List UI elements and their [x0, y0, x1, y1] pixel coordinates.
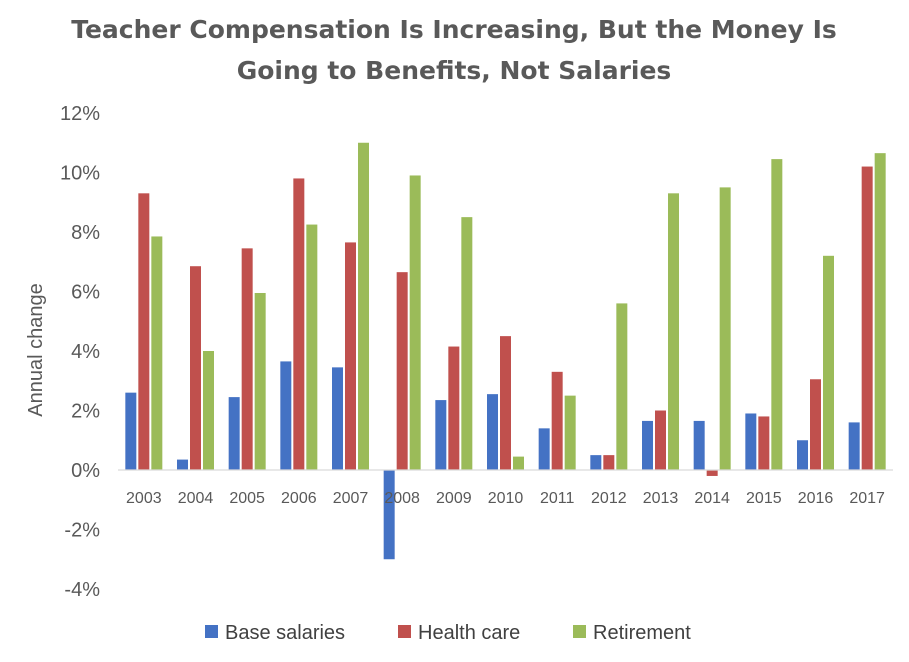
y-tick-label: 4%: [71, 341, 100, 363]
bar-health-care-2005: [241, 248, 253, 470]
bar-health-care-2010: [500, 336, 511, 471]
bar-retirement-2008: [409, 175, 421, 470]
bar-retirement-2003: [151, 236, 163, 470]
bar-health-care-2012: [603, 455, 615, 471]
x-tick-label: 2005: [229, 490, 265, 507]
x-tick-label: 2012: [591, 490, 627, 507]
bar-health-care-2016: [810, 379, 821, 470]
y-axis-label: Annual change: [25, 283, 47, 416]
chart-title: Teacher Compensation Is Increasing, But …: [71, 15, 837, 85]
y-tick-label: 6%: [71, 282, 100, 304]
bar-base-salaries-2014: [693, 420, 705, 470]
bar-base-salaries-2004: [177, 459, 188, 470]
x-axis-ticks: 2003 2004 2005 2006 2007 2008 2009 2010 2011 2012…: [126, 490, 885, 507]
x-tick-label: 2017: [849, 490, 885, 507]
y-tick-label: -4%: [64, 579, 100, 601]
bar-base-salaries-2006: [280, 361, 292, 470]
bar-retirement-2007: [358, 142, 369, 470]
y-tick-label: 10%: [60, 163, 100, 185]
x-tick-label: 2010: [488, 490, 524, 507]
bar-health-care-2009: [448, 346, 460, 470]
bar-base-salaries-2011: [538, 428, 550, 470]
chart-title-line-2: Going to Benefits, Not Salaries: [237, 56, 672, 85]
legend-label-health-care: Health care: [418, 622, 520, 644]
x-tick-label: 2007: [333, 490, 369, 507]
bar-retirement-2013: [668, 193, 679, 470]
x-tick-label: 2004: [178, 490, 214, 507]
bar-health-care-2006: [293, 178, 305, 470]
legend-swatch-health-care: [398, 625, 411, 638]
x-tick-label: 2016: [798, 490, 834, 507]
y-tick-label: 0%: [71, 460, 100, 482]
bar-retirement-2014: [719, 187, 731, 471]
bar-health-care-2004: [190, 266, 201, 470]
bar-marks: [125, 142, 886, 560]
bar-retirement-2011: [564, 395, 576, 471]
legend-label-base-salaries: Base salaries: [225, 622, 345, 644]
bar-retirement-2010: [513, 456, 524, 470]
x-tick-label: 2009: [436, 490, 472, 507]
bar-base-salaries-2017: [848, 422, 860, 470]
bar-health-care-2015: [758, 416, 770, 470]
bar-retirement-2016: [823, 255, 834, 470]
bar-base-salaries-2016: [797, 440, 808, 470]
bar-retirement-2006: [306, 224, 318, 470]
bar-base-salaries-2005: [228, 397, 240, 470]
bar-retirement-2012: [616, 303, 628, 470]
y-tick-label: 8%: [71, 222, 100, 244]
bar-base-salaries-2015: [745, 413, 757, 470]
y-tick-label: 2%: [71, 401, 100, 423]
bar-base-salaries-2008: [383, 470, 395, 560]
x-tick-label: 2006: [281, 490, 317, 507]
legend-swatch-base-salaries: [205, 625, 218, 638]
bar-health-care-2003: [138, 193, 150, 470]
bar-base-salaries-2012: [590, 455, 602, 471]
y-tick-label: -2%: [64, 520, 100, 542]
x-tick-label: 2003: [126, 490, 162, 507]
bar-base-salaries-2013: [642, 420, 653, 470]
legend-swatch-retirement: [573, 625, 586, 638]
bar-retirement-2015: [771, 159, 783, 471]
bar-retirement-2005: [254, 292, 266, 470]
bar-retirement-2017: [874, 153, 886, 470]
bar-health-care-2007: [345, 242, 356, 470]
bar-base-salaries-2003: [125, 392, 137, 470]
x-tick-label: 2015: [746, 490, 782, 507]
bar-base-salaries-2007: [332, 367, 343, 470]
bar-health-care-2008: [396, 272, 408, 470]
chart-title-line-1: Teacher Compensation Is Increasing, But …: [71, 15, 837, 44]
bar-base-salaries-2010: [487, 394, 498, 470]
bar-health-care-2011: [551, 371, 563, 470]
bar-health-care-2014: [706, 470, 718, 476]
legend-label-retirement: Retirement: [593, 622, 691, 644]
x-tick-label: 2011: [540, 490, 575, 507]
bar-retirement-2009: [461, 217, 473, 471]
x-tick-label: 2008: [384, 490, 420, 507]
x-tick-label: 2013: [643, 490, 679, 507]
y-axis-ticks: -4% -2% 0% 2% 4% 6% 8% 10% 12%: [60, 103, 100, 601]
bar-base-salaries-2009: [435, 400, 447, 470]
bar-health-care-2017: [861, 166, 873, 471]
x-tick-label: 2014: [694, 490, 730, 507]
bar-retirement-2004: [203, 351, 214, 470]
bar-health-care-2013: [655, 410, 666, 470]
y-tick-label: 12%: [60, 103, 100, 125]
legend: Base salaries Health care Retirement: [205, 622, 691, 644]
